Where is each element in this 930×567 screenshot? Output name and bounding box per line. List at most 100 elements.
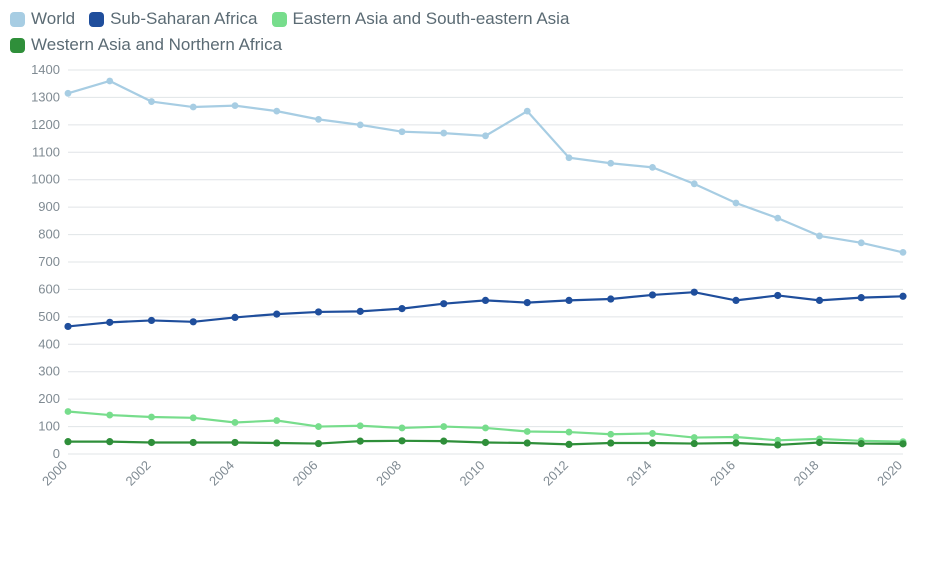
series-marker-world [106, 78, 113, 85]
y-tick-label: 1200 [31, 117, 60, 132]
series-marker-ssa [148, 317, 155, 324]
legend-swatch-wana [10, 38, 25, 53]
x-tick-label: 2012 [540, 458, 571, 489]
legend-item-wana: Western Asia and Northern Africa [10, 34, 282, 56]
series-marker-wana [440, 438, 447, 445]
x-tick-label: 2014 [624, 458, 655, 489]
series-marker-ssa [440, 300, 447, 307]
series-marker-world [524, 108, 531, 115]
series-marker-easea [273, 417, 280, 424]
series-marker-world [566, 154, 573, 161]
series-marker-world [858, 239, 865, 246]
series-marker-easea [106, 412, 113, 419]
series-marker-wana [899, 440, 906, 447]
x-tick-label: 2010 [457, 458, 488, 489]
line-chart: 0100200300400500600700800900100011001200… [10, 64, 915, 544]
series-marker-wana [398, 437, 405, 444]
legend-label-easea: Eastern Asia and South-eastern Asia [293, 8, 570, 30]
series-marker-wana [482, 439, 489, 446]
series-marker-wana [816, 439, 823, 446]
x-tick-label: 2004 [206, 458, 237, 489]
series-marker-ssa [398, 305, 405, 312]
series-marker-world [440, 130, 447, 137]
series-marker-wana [190, 439, 197, 446]
series-marker-wana [858, 440, 865, 447]
series-marker-ssa [64, 323, 71, 330]
legend-label-world: World [31, 8, 75, 30]
series-marker-wana [774, 441, 781, 448]
series-marker-wana [649, 439, 656, 446]
legend-item-ssa: Sub-Saharan Africa [89, 8, 257, 30]
x-tick-label: 2000 [39, 458, 70, 489]
series-marker-easea [733, 434, 740, 441]
series-marker-world [399, 128, 406, 135]
y-tick-label: 500 [38, 309, 60, 324]
y-tick-label: 1100 [32, 144, 60, 159]
series-marker-wana [357, 438, 364, 445]
y-tick-label: 700 [38, 254, 60, 269]
y-tick-label: 1300 [31, 89, 60, 104]
series-marker-ssa [816, 297, 823, 304]
series-marker-wana [607, 439, 614, 446]
series-marker-wana [524, 439, 531, 446]
y-tick-label: 300 [38, 364, 60, 379]
x-tick-label: 2020 [874, 458, 905, 489]
series-marker-wana [691, 440, 698, 447]
series-marker-ssa [899, 293, 906, 300]
y-tick-label: 1000 [31, 172, 60, 187]
series-marker-world [691, 180, 698, 187]
series-marker-ssa [691, 289, 698, 296]
series-marker-easea [315, 423, 322, 430]
series-marker-easea [482, 425, 489, 432]
x-tick-label: 2016 [707, 458, 738, 489]
series-marker-wana [315, 440, 322, 447]
series-marker-world [774, 215, 781, 222]
series-marker-wana [732, 439, 739, 446]
series-marker-ssa [858, 294, 865, 301]
series-marker-world [482, 132, 489, 139]
chart-svg: 0100200300400500600700800900100011001200… [10, 64, 915, 544]
series-marker-world [816, 233, 823, 240]
series-marker-easea [190, 414, 197, 421]
series-marker-ssa [315, 308, 322, 315]
x-tick-label: 2006 [290, 458, 321, 489]
series-marker-wana [64, 438, 71, 445]
series-marker-ssa [357, 308, 364, 315]
series-marker-easea [607, 431, 614, 438]
series-marker-ssa [190, 318, 197, 325]
series-marker-world [148, 98, 155, 105]
legend-label-wana: Western Asia and Northern Africa [31, 34, 282, 56]
legend-swatch-ssa [89, 12, 104, 27]
series-marker-wana [273, 439, 280, 446]
series-marker-ssa [774, 292, 781, 299]
series-marker-wana [231, 439, 238, 446]
legend-item-easea: Eastern Asia and South-eastern Asia [272, 8, 570, 30]
series-marker-world [232, 102, 239, 109]
series-marker-world [900, 249, 907, 256]
series-marker-ssa [732, 297, 739, 304]
legend-item-world: World [10, 8, 75, 30]
series-marker-world [315, 116, 322, 123]
series-marker-wana [565, 441, 572, 448]
series-marker-easea [524, 428, 531, 435]
series-marker-easea [399, 425, 406, 432]
y-tick-label: 600 [38, 281, 60, 296]
series-marker-ssa [106, 319, 113, 326]
series-marker-ssa [565, 297, 572, 304]
x-tick-label: 2008 [373, 458, 404, 489]
series-marker-easea [566, 429, 573, 436]
series-marker-easea [440, 423, 447, 430]
series-marker-world [273, 108, 280, 115]
x-tick-label: 2018 [791, 458, 822, 489]
series-marker-ssa [273, 311, 280, 318]
series-marker-world [65, 90, 72, 97]
x-tick-label: 2002 [123, 458, 154, 489]
series-marker-easea [357, 422, 364, 429]
legend-swatch-easea [272, 12, 287, 27]
series-marker-ssa [524, 299, 531, 306]
series-marker-world [357, 121, 364, 128]
series-marker-world [733, 200, 740, 207]
y-tick-label: 900 [38, 199, 60, 214]
series-marker-easea [148, 414, 155, 421]
y-tick-label: 200 [38, 391, 60, 406]
